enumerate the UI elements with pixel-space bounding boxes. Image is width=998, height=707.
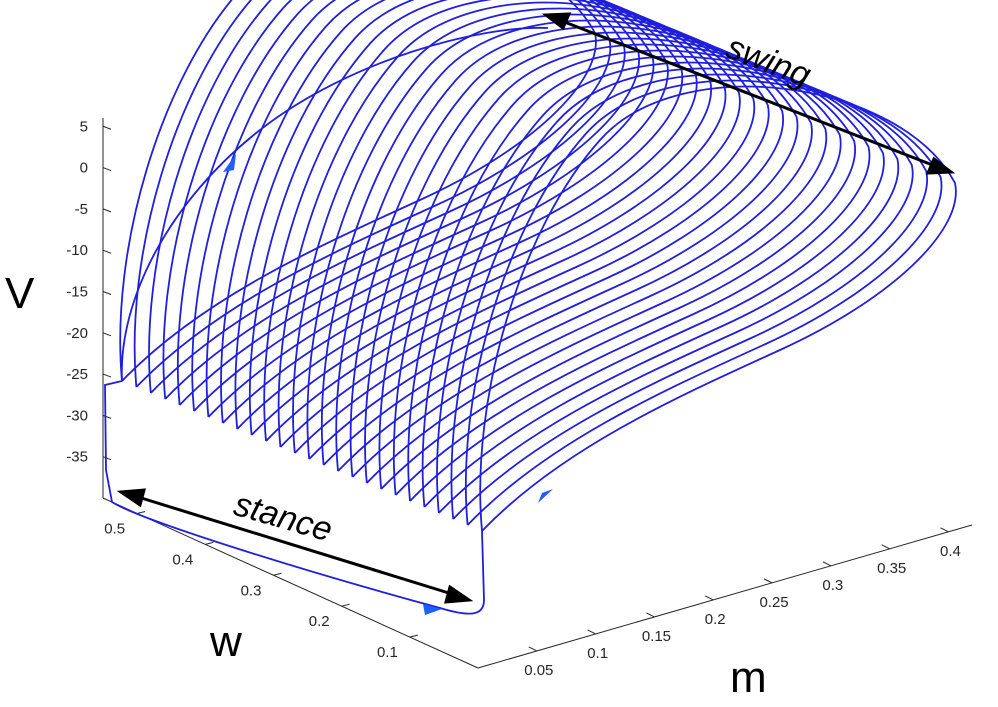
stance-annotation: stance (230, 485, 337, 549)
z-tick-mark (102, 208, 112, 213)
trajectory-loop (364, 37, 842, 484)
trajectory-loop (407, 55, 885, 502)
stance-arrow-line (137, 495, 453, 596)
trajectory-loop (292, 7, 770, 454)
trajectory-loop (191, 0, 669, 412)
trajectory-loop (133, 0, 612, 388)
trajectory-loop (479, 85, 957, 532)
z-tick-label: -5 (75, 201, 88, 218)
x-axis-line (477, 524, 973, 669)
trajectory-loop (306, 13, 784, 460)
trajectory-loop (205, 0, 684, 418)
trajectory-loop (220, 0, 698, 424)
m-tick-mark (705, 595, 714, 601)
trajectory-loop (335, 25, 813, 472)
z-axis-label: V (5, 269, 35, 318)
y-axis-line (102, 497, 479, 669)
trajectory-loop (248, 0, 727, 436)
m-tick-label: 0.3 (822, 577, 843, 594)
m-tick-label: 0.05 (524, 662, 553, 679)
trajectory-loop (392, 49, 871, 496)
trajectory-loop (320, 19, 799, 466)
z-tick-mark (102, 125, 112, 130)
m-tick-mark (822, 561, 832, 567)
z-tick-mark (102, 167, 112, 172)
w-tick-mark (273, 572, 282, 576)
stance-arrowhead-start (116, 488, 147, 508)
swing-arrowhead-start (541, 12, 572, 31)
w-tick-mark (341, 603, 350, 607)
m-tick-mark (587, 629, 596, 635)
z-tick-label: -10 (66, 242, 88, 259)
m-tick-label: 0.4 (940, 543, 961, 560)
y-axis-ticks: 0.1 0.2 0.3 0.4 0.5 (104, 510, 418, 661)
m-tick-mark (940, 527, 949, 533)
trajectory-loop (263, 0, 741, 442)
z-tick-mark (102, 373, 112, 378)
m-tick-mark (881, 544, 890, 550)
m-tick-label: 0.15 (642, 628, 671, 645)
w-tick-label: 0.4 (172, 551, 193, 568)
w-tick-label: 0.1 (377, 644, 398, 661)
x-axis-ticks: 0.05 0.1 0.15 0.2 0.25 0.3 0.35 0.4 (524, 527, 961, 679)
direction-arrow-bottom (423, 604, 442, 615)
z-tick-mark (102, 249, 112, 254)
trajectory-loop (421, 61, 900, 508)
w-tick-mark (205, 541, 214, 545)
m-tick-label: 0.2 (705, 611, 726, 628)
w-tick-label: 0.2 (309, 613, 330, 630)
m-tick-label: 0.1 (587, 645, 608, 662)
trajectory-envelope-top (120, 26, 549, 382)
z-tick-label: 5 (80, 118, 88, 135)
trajectory-loop (277, 1, 756, 448)
direction-arrow-top (223, 154, 236, 172)
trajectory-loop (349, 31, 828, 478)
trajectory-loop (176, 0, 655, 406)
m-tick-mark (646, 612, 655, 618)
w-tick-mark (409, 634, 418, 638)
trajectory-loop (162, 0, 640, 400)
trajectory-loop (436, 67, 914, 514)
z-tick-label: -15 (66, 283, 88, 300)
z-tick-mark (102, 456, 112, 461)
trajectory-stance-phase (104, 380, 485, 615)
z-tick-label: -20 (66, 325, 88, 342)
z-tick-label: -35 (66, 449, 88, 466)
x-axis-label: m (730, 653, 767, 702)
m-tick-label: 0.25 (759, 594, 788, 611)
trajectory-loop (234, 0, 712, 430)
swing-arrow-line (561, 19, 936, 168)
swing-annotation: swing (721, 28, 816, 95)
z-tick-label: 0 (80, 160, 88, 177)
z-tick-label: -30 (66, 407, 88, 424)
m-tick-mark (528, 646, 538, 652)
m-tick-mark (763, 578, 773, 584)
swing-arrowhead-end (925, 156, 956, 175)
z-tick-label: -25 (66, 366, 88, 383)
trajectory-loop (450, 73, 928, 520)
z-tick-mark (102, 332, 112, 337)
trajectory (104, 0, 957, 615)
trajectory-loop (464, 79, 943, 526)
trajectory-loop (378, 43, 856, 490)
w-tick-mark (136, 510, 146, 514)
direction-markers (223, 154, 553, 615)
trajectory-loop (119, 0, 597, 382)
z-tick-mark (102, 291, 112, 295)
z-axis-ticks: 5 0 -5 -10 -15 -20 -25 -30 -35 (66, 118, 112, 466)
direction-arrow-right (538, 489, 553, 503)
m-tick-label: 0.35 (877, 560, 906, 577)
z-tick-mark (102, 414, 112, 419)
w-tick-label: 0.5 (104, 520, 125, 537)
w-tick-label: 0.3 (241, 582, 262, 599)
y-axis-label: w (209, 617, 242, 666)
trajectory-loop (148, 0, 626, 394)
annotation-arrows (116, 12, 956, 604)
stance-arrowhead-end (443, 584, 474, 604)
